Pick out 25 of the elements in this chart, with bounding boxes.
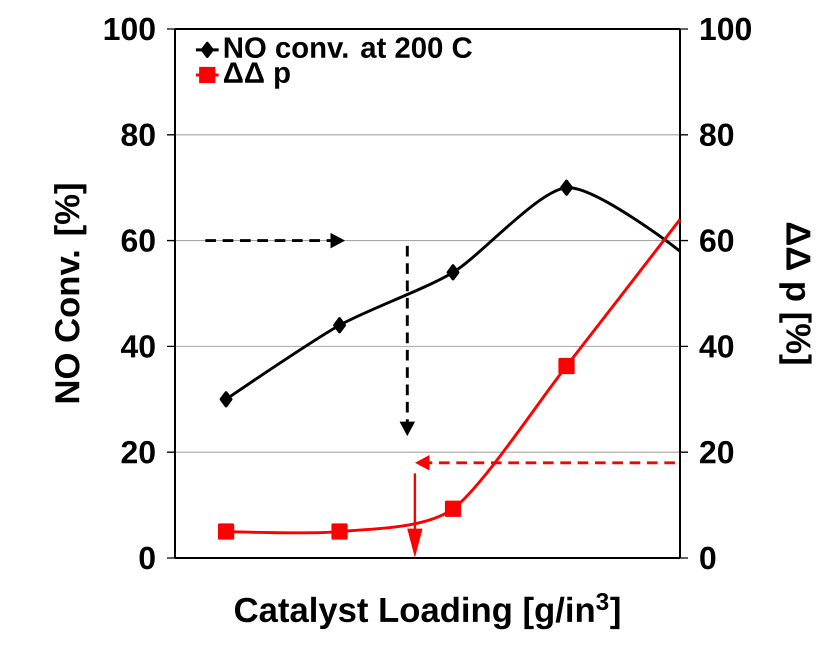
point — [331, 523, 348, 540]
legend-label: ΔΔ p — [224, 62, 290, 89]
point — [558, 358, 575, 374]
y-tick-label: 80 — [122, 123, 155, 146]
y-tick-label: 40 — [120, 335, 155, 358]
legend-label: NO conv. at 200 C — [224, 37, 472, 58]
point — [446, 264, 460, 280]
point — [560, 180, 573, 196]
x-axis-title: Catalyst Loading [g/in$^{3}$] — [235, 592, 620, 630]
y-axis-title: NO Conv. [%] — [54, 184, 86, 402]
y-tick-label: 20 — [122, 440, 155, 464]
y2-tick-label: 60 — [700, 229, 734, 252]
y-tick-label: 60 — [122, 229, 155, 252]
point — [333, 317, 346, 334]
y2-axis-title: ΔΔ p [%] — [779, 222, 812, 364]
y2-tick-label: 20 — [700, 440, 734, 464]
point — [218, 523, 234, 540]
y2-tick-label: 0 — [700, 546, 716, 570]
y2-tick-label: 40 — [699, 335, 734, 358]
point — [444, 500, 462, 517]
y-tick-label: 0 — [140, 546, 155, 570]
y2-tick-label: 80 — [700, 123, 734, 146]
y-tick-label: 100 — [104, 18, 155, 40]
point — [220, 391, 233, 408]
y2-tick-label: 100 — [700, 18, 752, 40]
